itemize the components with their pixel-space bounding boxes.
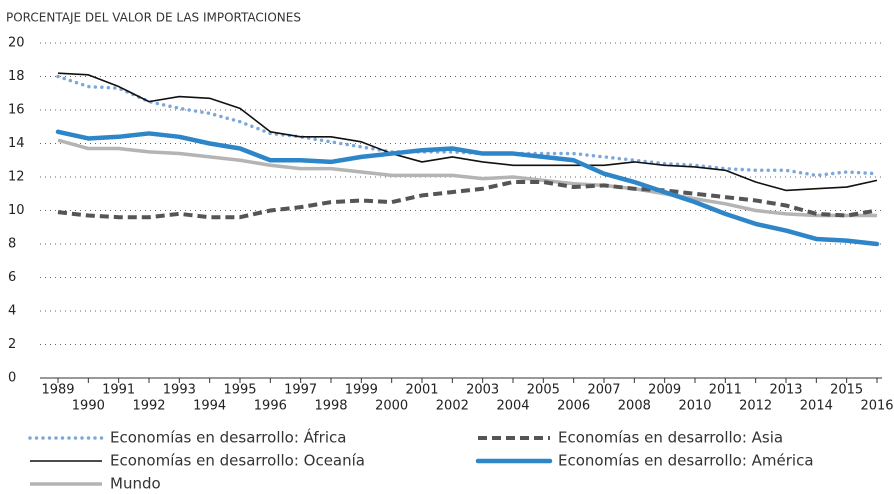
y-tick-label: 0 <box>8 371 16 386</box>
x-tick-label: 2009 <box>648 383 681 398</box>
x-tick-label: 2015 <box>830 383 863 398</box>
x-tick-label: 2002 <box>436 399 469 414</box>
y-tick-label: 2 <box>8 337 16 352</box>
line-series <box>57 180 878 220</box>
x-tick-label: 2003 <box>466 383 499 398</box>
x-tick-label: 1994 <box>193 399 226 414</box>
x-tick-label: 1995 <box>223 383 256 398</box>
x-tick-label: 2001 <box>405 383 438 398</box>
line-series <box>57 72 878 192</box>
x-tick-label: 1998 <box>314 399 347 414</box>
x-tick-label: 2005 <box>527 383 560 398</box>
line-series <box>56 74 879 178</box>
x-tick-label: 1996 <box>254 399 287 414</box>
y-tick-label: 10 <box>8 203 25 218</box>
x-tick-label: 1999 <box>345 383 378 398</box>
x-tick-label: 2008 <box>618 399 651 414</box>
line-series <box>57 138 877 218</box>
legend-label: Economías en desarrollo: Asia <box>558 429 783 447</box>
y-tick-label: 8 <box>8 237 16 252</box>
x-tick-label: 1989 <box>41 383 74 398</box>
x-tick-label: 1991 <box>102 383 135 398</box>
x-tick-label: 2000 <box>375 399 408 414</box>
x-tick-label: 2016 <box>860 399 893 414</box>
x-tick-label: 2011 <box>709 383 742 398</box>
line-series <box>55 129 880 247</box>
y-tick-label: 12 <box>8 170 25 185</box>
x-tick-label: 1993 <box>163 383 196 398</box>
legend-label: Mundo <box>110 475 161 493</box>
legend-label: Economías en desarrollo: Oceanía <box>110 452 365 470</box>
legend-label: Economías en desarrollo: África <box>110 428 346 447</box>
x-tick-label: 2010 <box>678 399 711 414</box>
x-tick-label: 2007 <box>587 383 620 398</box>
y-tick-label: 18 <box>8 69 25 84</box>
x-tick-label: 1990 <box>72 399 105 414</box>
x-tick-label: 2006 <box>557 399 590 414</box>
y-tick-label: 6 <box>8 270 16 285</box>
x-tick-label: 2014 <box>800 399 833 414</box>
y-tick-label: 4 <box>8 304 16 319</box>
y-tick-label: 16 <box>8 103 25 118</box>
x-tick-label: 1992 <box>132 399 165 414</box>
y-axis-title: PORCENTAJE DEL VALOR DE LAS IMPORTACIONE… <box>6 11 301 25</box>
x-tick-label: 1997 <box>284 383 317 398</box>
y-tick-label: 20 <box>8 36 25 51</box>
x-tick-label: 2013 <box>769 383 802 398</box>
x-tick-label: 2012 <box>739 399 772 414</box>
legend-label: Economías en desarrollo: América <box>558 452 814 470</box>
x-tick-label: 2004 <box>496 399 529 414</box>
y-tick-label: 14 <box>8 136 25 151</box>
